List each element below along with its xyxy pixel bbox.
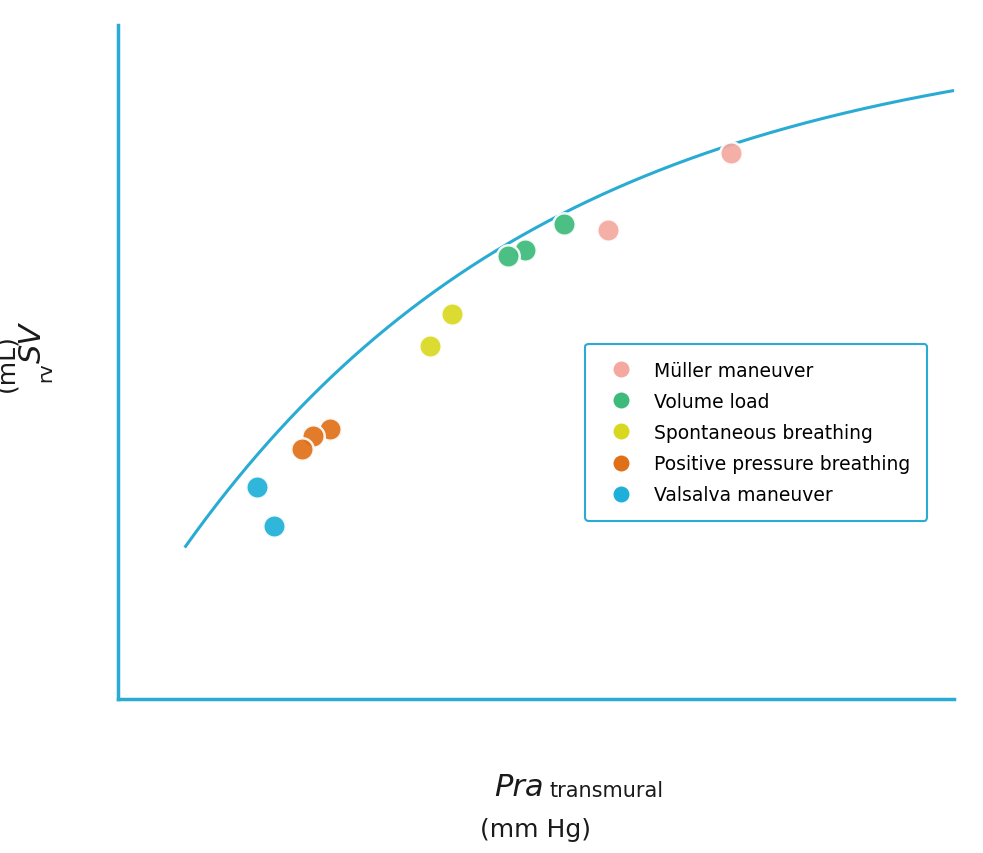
Point [250, 481, 265, 495]
Text: rv: rv [36, 363, 55, 382]
Text: Pra: Pra [494, 772, 544, 801]
Point [305, 430, 320, 444]
Text: transmural: transmural [549, 780, 664, 800]
Point [500, 250, 516, 264]
Point [422, 339, 437, 353]
Point [266, 519, 282, 533]
Point [601, 224, 616, 238]
Legend: Müller maneuver, Volume load, Spontaneous breathing, Positive pressure breathing: Müller maneuver, Volume load, Spontaneou… [585, 345, 927, 522]
Text: (mm Hg): (mm Hg) [481, 817, 591, 841]
Point [723, 147, 738, 160]
Point [294, 443, 310, 456]
Point [321, 423, 337, 437]
Point [555, 218, 571, 231]
Text: (mL): (mL) [0, 334, 19, 392]
Text: SV: SV [18, 322, 46, 363]
Point [517, 243, 533, 257]
Point [444, 308, 460, 322]
